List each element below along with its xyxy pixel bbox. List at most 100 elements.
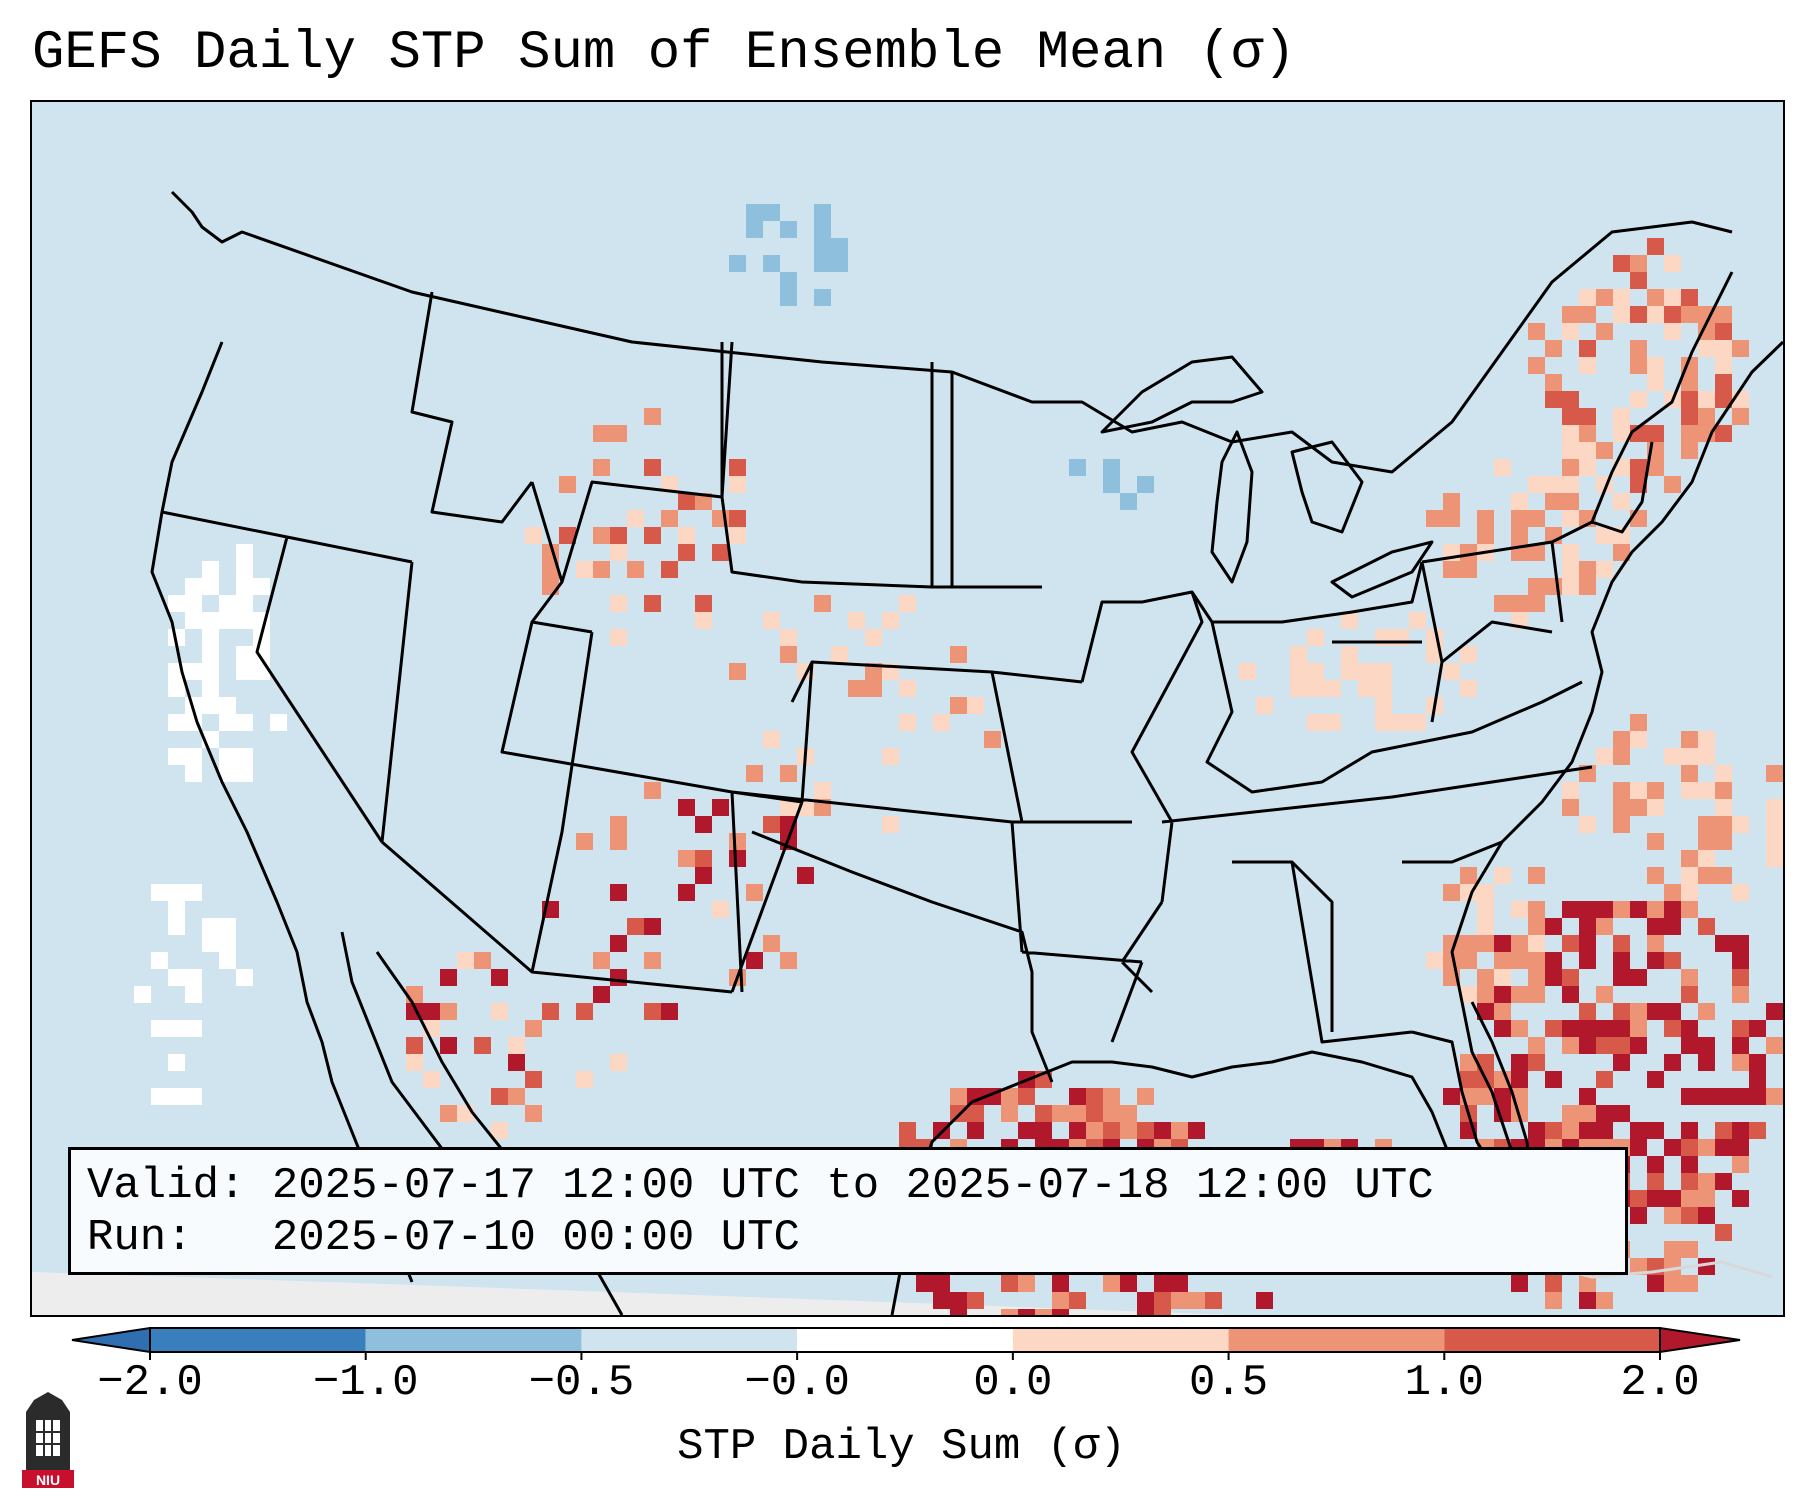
- stp-cell: [168, 918, 185, 935]
- stp-cell: [1290, 646, 1307, 663]
- stp-cell: [525, 1020, 542, 1037]
- stp-cell: [1052, 1292, 1069, 1309]
- colorbar-tick-label: 0.0: [973, 1358, 1053, 1408]
- stp-cell: [1647, 867, 1664, 884]
- stp-cell: [1698, 1139, 1715, 1156]
- stp-cell: [1579, 1292, 1596, 1309]
- stp-cell: [1562, 391, 1579, 408]
- stp-cell: [1698, 731, 1715, 748]
- stp-cell: [1613, 1054, 1630, 1071]
- stp-cell: [185, 1088, 202, 1105]
- stp-cell: [1018, 1088, 1035, 1105]
- stp-cell: [1630, 1139, 1647, 1156]
- colorbar-outline: [149, 1327, 1661, 1353]
- stp-cell: [729, 255, 746, 272]
- stp-cell: [1562, 1020, 1579, 1037]
- stp-cell: [1630, 1258, 1647, 1275]
- stp-cell: [593, 425, 610, 442]
- stp-cell: [882, 816, 899, 833]
- stp-cell: [1069, 1105, 1086, 1122]
- stp-cell: [542, 1003, 559, 1020]
- stp-cell: [1154, 1309, 1171, 1315]
- stp-cell: [1562, 442, 1579, 459]
- stp-cell: [491, 969, 508, 986]
- stp-cell: [1630, 969, 1647, 986]
- stp-cell: [1443, 663, 1460, 680]
- stp-cell: [168, 1088, 185, 1105]
- stp-cell: [1664, 289, 1681, 306]
- stp-cell: [1698, 1003, 1715, 1020]
- stp-cell: [1681, 1275, 1698, 1292]
- stp-cell: [1766, 816, 1783, 833]
- stp-cell: [219, 714, 236, 731]
- stp-cell: [1069, 1292, 1086, 1309]
- stp-cell: [1766, 1003, 1783, 1020]
- stp-cell: [1596, 1122, 1613, 1139]
- stp-cell: [1596, 527, 1613, 544]
- stp-cell: [1715, 935, 1732, 952]
- domain-edge: [32, 1272, 1232, 1315]
- stp-cell: [1528, 357, 1545, 374]
- map-panel: Valid: 2025-07-17 12:00 UTC to 2025-07-1…: [30, 100, 1785, 1317]
- stp-cell: [1596, 901, 1613, 918]
- stp-cell: [1715, 833, 1732, 850]
- stp-cell: [202, 646, 219, 663]
- stp-cell: [236, 748, 253, 765]
- stp-cell: [1545, 493, 1562, 510]
- stp-cell: [1613, 493, 1630, 510]
- stp-cell: [1154, 1292, 1171, 1309]
- stp-cell: [1460, 867, 1477, 884]
- stp-cell: [1511, 986, 1528, 1003]
- stp-cell: [168, 1020, 185, 1037]
- stp-cell: [1698, 408, 1715, 425]
- stp-cell: [1749, 1020, 1766, 1037]
- stp-cell: [1715, 1224, 1732, 1241]
- lake-huron: [1290, 440, 1364, 534]
- stp-cell: [1256, 697, 1273, 714]
- stp-cell: [1324, 680, 1341, 697]
- stp-cell: [899, 714, 916, 731]
- stp-cell: [1579, 442, 1596, 459]
- stp-cell: [1069, 1088, 1086, 1105]
- stp-cell: [185, 884, 202, 901]
- stp-cell: [1579, 357, 1596, 374]
- stp-cell: [1545, 374, 1562, 391]
- stp-cell: [831, 238, 848, 255]
- stp-cell: [1681, 1173, 1698, 1190]
- stp-cell: [1613, 782, 1630, 799]
- stp-cell: [202, 578, 219, 595]
- stp-cell: [1375, 663, 1392, 680]
- stp-cell: [1647, 289, 1664, 306]
- stp-cell: [168, 714, 185, 731]
- stp-cell: [729, 850, 746, 867]
- stp-cell: [797, 867, 814, 884]
- stp-cell: [1647, 901, 1664, 918]
- stp-cell: [644, 1003, 661, 1020]
- stp-cell: [1239, 663, 1256, 680]
- stp-cell: [1409, 612, 1426, 629]
- stp-cell: [1613, 1037, 1630, 1054]
- stp-cell: [967, 1105, 984, 1122]
- stp-cell: [1579, 952, 1596, 969]
- stp-cell: [1477, 969, 1494, 986]
- stp-cell: [168, 969, 185, 986]
- stp-cell: [1681, 867, 1698, 884]
- stp-cell: [1035, 1122, 1052, 1139]
- stp-cell: [1664, 748, 1681, 765]
- stp-cell: [1698, 391, 1715, 408]
- stp-cell: [236, 595, 253, 612]
- stp-cell: [151, 884, 168, 901]
- stp-cell: [1511, 1071, 1528, 1088]
- stp-cell: [729, 476, 746, 493]
- stp-cell: [712, 544, 729, 561]
- stp-cell: [1681, 374, 1698, 391]
- stp-cell: [1698, 918, 1715, 935]
- stp-cell: [695, 493, 712, 510]
- stp-cell: [1290, 680, 1307, 697]
- stp-cell: [236, 646, 253, 663]
- stp-cell: [1647, 1275, 1664, 1292]
- stp-cell: [1715, 765, 1732, 782]
- valid-value: 2025-07-17 12:00 UTC to 2025-07-18 12:00…: [271, 1161, 1434, 1211]
- stp-cell: [1579, 918, 1596, 935]
- stp-cell: [1766, 1088, 1783, 1105]
